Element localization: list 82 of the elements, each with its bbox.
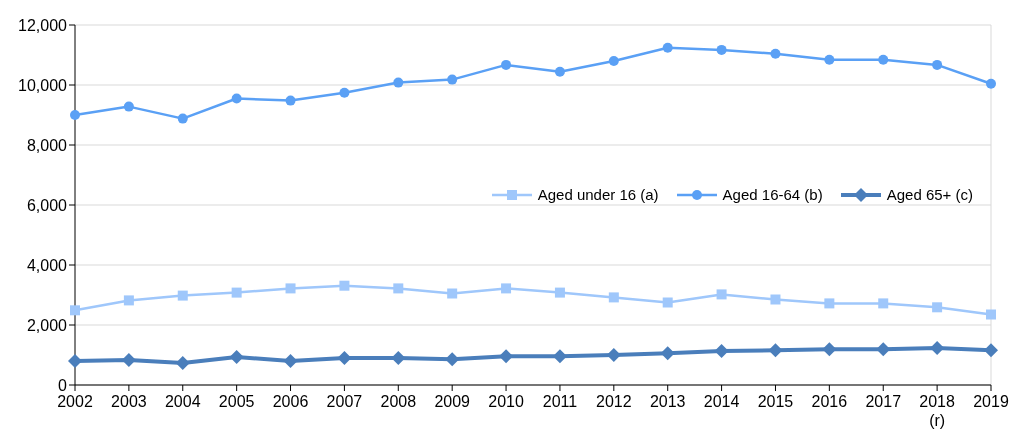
point [391, 351, 406, 365]
point [662, 42, 673, 53]
point [714, 344, 729, 359]
x-tick-label: 2016 [811, 393, 848, 410]
point [177, 113, 188, 124]
x-tick-label: 2007 [326, 393, 363, 410]
point [123, 101, 134, 112]
point [552, 349, 567, 364]
point [984, 343, 998, 358]
x-tick-label: 2002 [57, 393, 93, 410]
x-tick-label: 2006 [272, 393, 309, 410]
point [554, 66, 565, 77]
y-tick-label: 2,000 [26, 316, 68, 334]
x-tick-label: 2017 [865, 393, 902, 410]
point [770, 48, 781, 59]
point [285, 95, 296, 106]
point [70, 305, 80, 316]
point [824, 298, 835, 309]
legend-label: Aged 65+ (c) [886, 186, 973, 203]
point [986, 309, 996, 320]
point [932, 59, 943, 70]
point [285, 283, 296, 294]
point [501, 283, 512, 294]
point [447, 74, 458, 85]
x-tick-label: 2012 [596, 393, 632, 410]
point [175, 356, 190, 371]
point [986, 78, 996, 89]
point [554, 287, 565, 298]
point [608, 56, 619, 66]
legend-label: Aged under 16 (a) [537, 186, 659, 203]
x-tick-label: 2003 [111, 393, 147, 410]
point [660, 346, 675, 361]
x-tick-label: 2011 [542, 393, 578, 410]
legend-label: Aged 16-64 (b) [722, 186, 823, 203]
point [337, 351, 352, 365]
point [608, 292, 619, 303]
point [824, 54, 835, 65]
x-tick-label: 2010 [488, 393, 524, 410]
point [770, 294, 781, 305]
point [768, 343, 783, 358]
x-tick-label: 2014 [703, 393, 740, 410]
x-tick-label: 2018 (r) [919, 393, 956, 429]
point [876, 342, 891, 357]
point [716, 44, 727, 55]
point [177, 290, 188, 301]
point [231, 93, 242, 104]
point [822, 342, 837, 357]
y-tick-label: 8,000 [26, 136, 68, 154]
x-tick-label: 2009 [434, 393, 471, 410]
x-tick-label: 2004 [164, 393, 201, 410]
point [445, 352, 460, 367]
y-tick-label: 0 [58, 376, 68, 394]
point [70, 110, 80, 120]
point [231, 287, 242, 298]
point [499, 349, 514, 364]
point [716, 289, 727, 300]
point [123, 295, 134, 306]
point [393, 77, 404, 88]
x-tick-label: 2013 [649, 393, 686, 410]
y-tick-label: 4,000 [26, 256, 68, 274]
point [121, 353, 136, 368]
point [283, 354, 298, 368]
point [68, 354, 82, 368]
point [393, 283, 404, 294]
point [932, 302, 943, 313]
y-tick-label: 6,000 [26, 196, 68, 214]
point [339, 87, 350, 98]
y-tick-label: 10,000 [18, 76, 68, 94]
point [930, 341, 945, 356]
point [662, 297, 673, 308]
point [878, 54, 889, 65]
point [501, 59, 512, 70]
point [229, 350, 244, 365]
point [878, 298, 889, 309]
point [339, 280, 350, 291]
point [606, 348, 621, 362]
x-tick-label: 2005 [218, 393, 255, 410]
point [447, 288, 458, 299]
x-tick-label: 2008 [380, 393, 417, 410]
x-tick-label: 2019 [973, 393, 1009, 410]
y-tick-label: 12,000 [18, 16, 68, 34]
x-tick-label: 2015 [757, 393, 794, 410]
